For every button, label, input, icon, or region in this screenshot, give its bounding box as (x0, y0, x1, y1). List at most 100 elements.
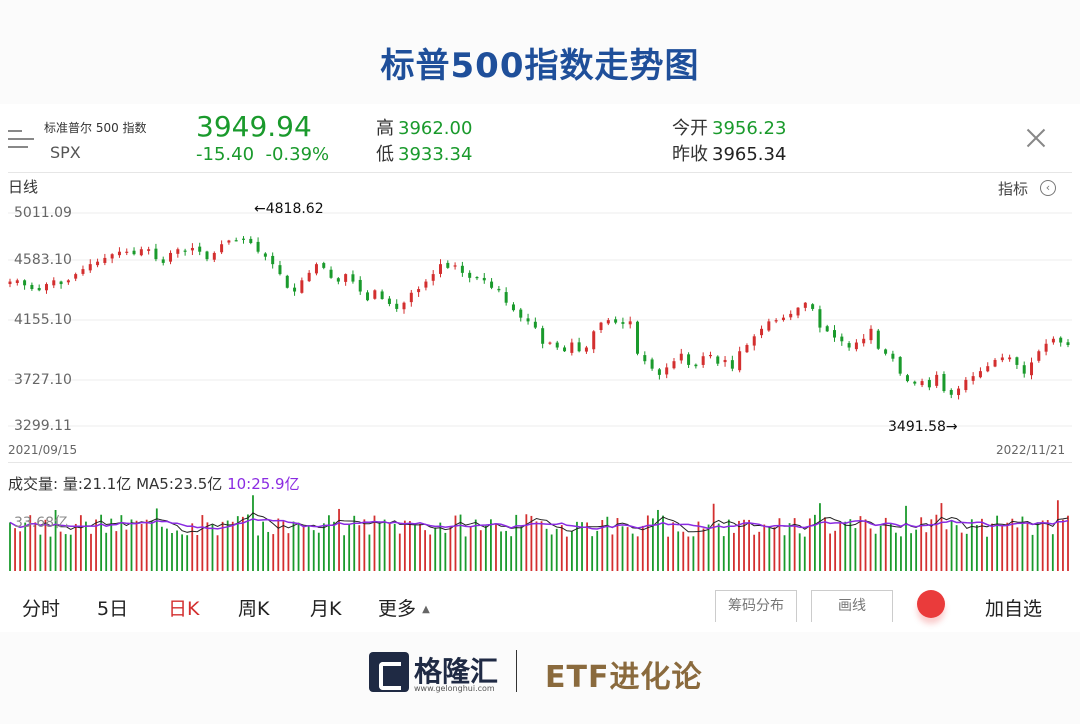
high-label: 高 (376, 118, 394, 139)
candle-body (23, 280, 27, 286)
candle-body (614, 319, 618, 323)
record-button[interactable] (917, 590, 945, 618)
chevron-left-icon[interactable]: ‹ (1040, 180, 1056, 196)
candle-body (555, 342, 559, 348)
list-menu-icon[interactable] (8, 128, 34, 150)
candle-body (249, 238, 253, 243)
max-annotation: ←4818.62 (254, 201, 324, 217)
candle-body (336, 278, 340, 282)
candle-body (519, 309, 523, 318)
candle-body (351, 274, 355, 282)
volume-divider (8, 462, 1072, 463)
candle-body (913, 381, 917, 384)
candle-body (490, 281, 494, 288)
candle-body (825, 326, 829, 332)
candle-body (66, 280, 70, 283)
add-watchlist-button[interactable]: 加自选 (985, 598, 1043, 620)
candle-body (694, 364, 698, 367)
candle-body (935, 374, 939, 386)
tab-monthly-k[interactable]: 月K (310, 598, 342, 620)
candle-body (716, 356, 720, 364)
high-stat: 高 3962.00 (376, 114, 472, 140)
candle-body (774, 320, 778, 322)
tab-intraday[interactable]: 分时 (22, 598, 61, 620)
candle-body (169, 252, 173, 262)
candle-body (52, 280, 56, 286)
candle-body (854, 342, 858, 350)
candle-body (592, 331, 596, 350)
candle-body (96, 261, 100, 266)
candle-body (373, 290, 377, 299)
candle-body (293, 287, 297, 292)
candle-body (541, 328, 545, 344)
candle-body (730, 360, 734, 369)
candle-body (577, 342, 581, 352)
candle-body (869, 328, 873, 341)
candle-body (818, 309, 822, 328)
candle-body (366, 292, 370, 301)
candle-body (227, 240, 231, 243)
candle-body (285, 275, 289, 288)
candle-body (811, 304, 815, 309)
low-label: 低 (376, 144, 394, 165)
candle-body (314, 264, 318, 274)
candle-body (679, 353, 683, 361)
gelonghui-logo-icon (369, 652, 409, 692)
candle-body (453, 265, 457, 267)
candle-body (964, 379, 968, 391)
candle-body (862, 338, 866, 344)
candle-body (570, 342, 574, 353)
candle-body (417, 289, 421, 293)
index-name: 标准普尔 500 指数 (44, 121, 147, 135)
candle-body (205, 251, 209, 260)
x-end-label: 2022/11/21 (996, 443, 1066, 457)
header-divider (8, 172, 1072, 173)
candle-body (44, 284, 48, 291)
volume-legend: 成交量: 量:21.1亿 MA5:23.5亿 10:25.9亿 (8, 473, 300, 494)
candle-body (241, 238, 245, 240)
candle-body (438, 264, 442, 274)
candle-body (584, 347, 588, 352)
candle-body (993, 359, 997, 367)
candle-body (563, 347, 567, 352)
candle-body (74, 274, 78, 279)
ma5-line (9, 512, 1069, 533)
candle-body (1015, 357, 1019, 365)
draw-line-button[interactable]: 画线 (811, 590, 893, 622)
candle-body (949, 390, 953, 395)
y-tick-label: 5011.09 (14, 205, 72, 221)
candle-body (402, 302, 406, 310)
candle-body (738, 351, 742, 371)
candle-body (1030, 362, 1034, 376)
tab-more[interactable]: 更多 ▲ (378, 594, 430, 621)
candle-body (891, 353, 895, 359)
candle-body (482, 277, 486, 281)
candle-body (307, 272, 311, 282)
tab-weekly-k[interactable]: 周K (238, 598, 270, 620)
candle-body (606, 320, 610, 324)
indicator-button[interactable]: 指标 (998, 180, 1029, 198)
tab-5day[interactable]: 5日 (97, 598, 129, 620)
candle-body (161, 259, 165, 263)
open-label: 今开 (672, 118, 708, 139)
tab-daily-k[interactable]: 日K (168, 598, 200, 620)
candle-body (884, 349, 888, 354)
candle-body (942, 373, 946, 392)
candle-body (88, 264, 92, 271)
candle-body (643, 355, 647, 362)
candle-body (147, 249, 151, 251)
candle-body (424, 281, 428, 288)
candle-body (81, 269, 85, 274)
candle-body (803, 302, 807, 308)
candle-body (687, 354, 691, 365)
candle-body (1008, 357, 1012, 360)
candle-body (628, 321, 632, 325)
chip-distribution-button[interactable]: 筹码分布 (715, 590, 797, 622)
candle-body (125, 251, 129, 253)
candle-body (920, 381, 924, 386)
candle-body (760, 328, 764, 336)
candle-body (395, 303, 399, 309)
candle-body (380, 291, 384, 299)
change-percent: -0.39% (265, 144, 330, 165)
